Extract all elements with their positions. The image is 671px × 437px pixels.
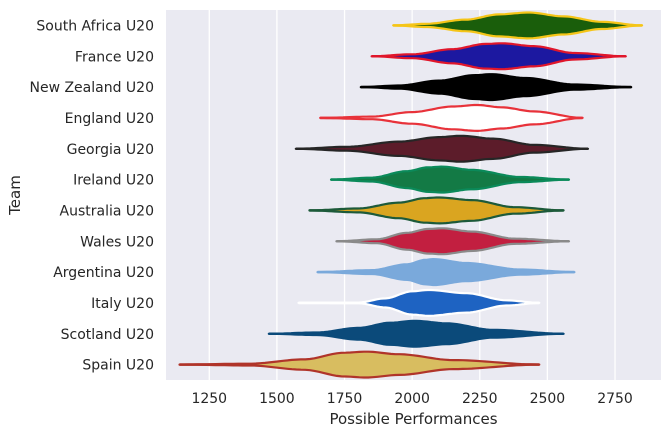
y-tick-label: France U20	[75, 49, 154, 65]
y-tick-label: Spain U20	[82, 358, 154, 374]
x-axis-label: Possible Performances	[329, 410, 497, 428]
y-axis-label: Team	[6, 175, 24, 216]
violin	[319, 103, 584, 132]
violin	[359, 73, 633, 102]
y-tick-label: Scotland U20	[61, 327, 154, 343]
violin	[178, 350, 541, 379]
x-tick-label: 1250	[191, 391, 227, 407]
x-tick-labels: 1250 1500 1750 2000 2250 2500 2750	[191, 391, 632, 407]
y-tick-label: Argentina U20	[53, 265, 154, 281]
x-tick-label: 2500	[530, 391, 566, 407]
gridlines	[208, 10, 616, 380]
y-tick-label: Wales U20	[80, 234, 154, 250]
x-tick-label: 1500	[259, 391, 295, 407]
violin	[294, 134, 590, 163]
x-tick-label: 2250	[462, 391, 498, 407]
violins	[178, 11, 644, 379]
violin	[335, 227, 571, 256]
y-tick-label: Georgia U20	[67, 142, 154, 158]
x-tick-label: 2000	[394, 391, 430, 407]
violin	[370, 42, 627, 71]
y-tick-label: New Zealand U20	[29, 80, 154, 96]
violin	[392, 11, 644, 40]
plot-background	[166, 10, 661, 380]
y-tick-label: South Africa U20	[36, 18, 154, 34]
y-tick-labels: South Africa U20 France U20 New Zealand U2…	[29, 18, 154, 373]
y-tick-label: England U20	[65, 111, 154, 127]
y-tick-label: Australia U20	[60, 203, 154, 219]
x-tick-label: 2750	[597, 391, 633, 407]
y-tick-label: Ireland U20	[73, 173, 154, 189]
y-tick-label: Italy U20	[91, 296, 154, 312]
violin	[267, 319, 565, 348]
violin	[297, 288, 541, 317]
x-tick-label: 1750	[327, 391, 363, 407]
violin	[329, 165, 571, 194]
violin	[308, 196, 565, 225]
violin	[316, 258, 576, 287]
